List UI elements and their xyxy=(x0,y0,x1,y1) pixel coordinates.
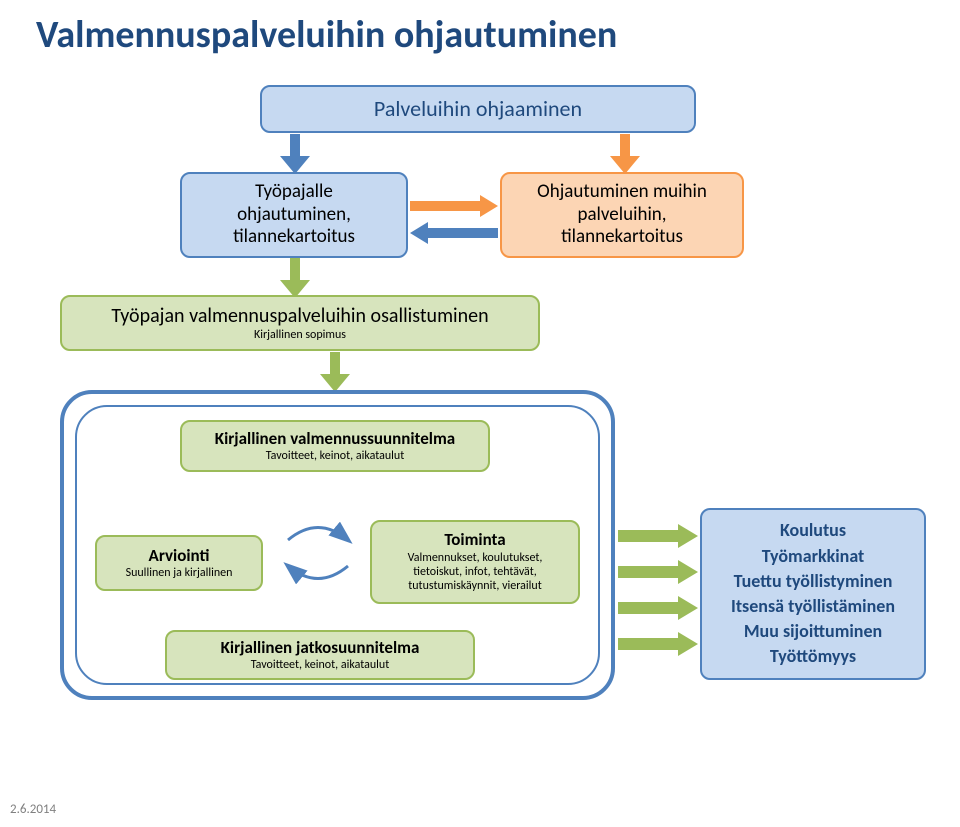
arrow-right-to-left xyxy=(410,222,498,244)
label-line1: Kirjallinen jatkosuunnitelma xyxy=(221,638,420,658)
box-outcomes: Koulutus Työmarkkinat Tuettu työllistymi… xyxy=(700,508,926,680)
label-line1: Ohjautuminen muihin xyxy=(537,181,707,204)
label-line1: Toiminta xyxy=(444,530,505,550)
arrows-to-outcomes xyxy=(618,520,698,660)
box-ohjautuminen-muihin: Ohjautuminen muihin palveluihin, tilanne… xyxy=(500,172,744,258)
label-line1: Kirjallinen valmennussuunnitelma xyxy=(215,429,455,449)
label-line3: tilannekartoitus xyxy=(233,226,355,249)
label: Palveluihin ohjaaminen xyxy=(374,96,582,122)
box-arviointi: Arviointi Suullinen ja kirjallinen xyxy=(95,535,263,591)
outcome-tyomarkkinat: Työmarkkinat xyxy=(762,544,865,569)
arrow-top-to-right xyxy=(610,134,640,174)
label-line2: Tavoitteet, keinot, aikataulut xyxy=(266,449,404,463)
label-line2: Valmennukset, koulutukset, xyxy=(408,551,543,565)
outcome-itsensa: Itsensä työllistäminen xyxy=(731,594,895,619)
arrow-to-container xyxy=(320,352,350,392)
box-osallistuminen: Työpajan valmennuspalveluihin osallistum… xyxy=(60,295,540,351)
arrow-to-green-wide xyxy=(280,258,310,298)
page-title: Valmennuspalveluihin ohjautuminen xyxy=(0,0,960,58)
box-palveluihin-ohjaaminen: Palveluihin ohjaaminen xyxy=(260,85,696,133)
label-line2: Kirjallinen sopimus xyxy=(254,328,346,342)
label-line2: Suullinen ja kirjallinen xyxy=(126,566,233,580)
box-toiminta: Toiminta Valmennukset, koulutukset, tiet… xyxy=(370,520,580,604)
label-line1: Työpajan valmennuspalveluihin osallistum… xyxy=(111,304,488,328)
label-line3: tilannekartoitus xyxy=(561,226,683,249)
box-valmennussuunnitelma: Kirjallinen valmennussuunnitelma Tavoitt… xyxy=(180,420,490,472)
label-line4: tutustumiskäynnit, vierailut xyxy=(408,579,542,593)
label-line2: Tavoitteet, keinot, aikataulut xyxy=(251,658,389,672)
outcome-tyottomyys: Työttömyys xyxy=(770,644,856,669)
label-line1: Arviointi xyxy=(149,546,210,566)
label-line1: Työpajalle xyxy=(255,181,333,204)
box-jatkosuunnitelma: Kirjallinen jatkosuunnitelma Tavoitteet,… xyxy=(165,630,475,680)
outcome-muu: Muu sijoittuminen xyxy=(744,619,882,644)
label-line2: ohjautuminen, xyxy=(237,204,351,227)
outcome-koulutus: Koulutus xyxy=(780,518,846,543)
label-line2: palveluihin, xyxy=(577,204,666,227)
cycle-arrows-icon xyxy=(278,520,358,586)
arrow-left-to-right xyxy=(410,195,498,217)
box-tyopajalle: Työpajalle ohjautuminen, tilannekartoitu… xyxy=(180,172,408,258)
outcome-tuettu: Tuettu työllistyminen xyxy=(734,569,893,594)
footer-date: 2.6.2014 xyxy=(10,802,56,817)
arrow-top-to-left xyxy=(280,134,310,174)
label-line3: tietoiskut, infot, tehtävät, xyxy=(413,565,536,579)
